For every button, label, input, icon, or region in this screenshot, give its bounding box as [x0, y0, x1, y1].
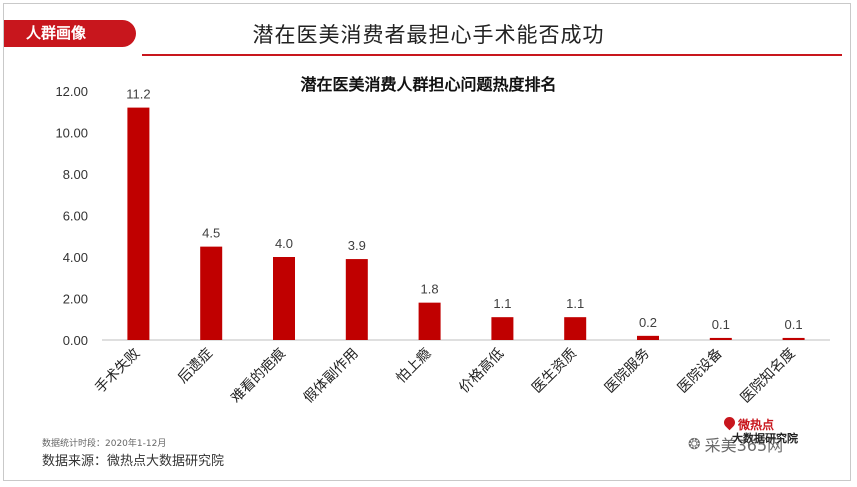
bar	[418, 302, 441, 340]
data-label: 0.1	[712, 317, 730, 332]
data-label: 1.1	[566, 296, 584, 311]
bar	[200, 246, 223, 340]
y-tick-label: 2.00	[63, 292, 88, 307]
x-tick-label: 难看的疤痕	[228, 346, 289, 407]
x-tick-label: 医生资质	[529, 346, 580, 397]
bar	[782, 337, 805, 340]
logo-name: 微热点	[738, 418, 775, 432]
data-label: 4.0	[275, 236, 293, 251]
title-divider	[142, 54, 842, 56]
bar	[564, 317, 587, 340]
chart-title: 潜在医美消费人群担心问题热度排名	[300, 75, 557, 94]
x-tick-label: 假体副作用	[301, 346, 362, 407]
bar	[637, 335, 659, 340]
x-tick-label: 怕上瘾	[393, 345, 435, 387]
data-label: 11.2	[126, 87, 150, 102]
bar	[273, 257, 295, 340]
brand-logo: 微热点 大数据研究院	[721, 414, 834, 462]
data-label: 1.1	[493, 296, 511, 311]
data-label: 4.5	[202, 226, 220, 241]
x-tick-label: 手术失败	[92, 346, 143, 397]
data-label: 3.9	[348, 238, 366, 253]
wechat-icon: ❂	[688, 435, 701, 453]
x-tick-label: 后遗症	[175, 346, 216, 387]
y-tick-label: 4.00	[63, 250, 88, 265]
page-title: 潜在医美消费者最担心手术能否成功	[252, 23, 605, 47]
x-tick-label: 医院知名度	[737, 345, 799, 407]
stat-period: 数据统计时段：2020年1-12月	[42, 439, 167, 449]
watermark: ❂ 采美365网	[688, 435, 784, 455]
y-tick-label: 10.00	[55, 126, 88, 141]
y-tick-label: 8.00	[63, 167, 88, 182]
x-tick-label: 医院设备	[674, 345, 726, 397]
bar	[709, 337, 732, 340]
bar	[127, 107, 150, 340]
x-tick-label: 价格高低	[456, 345, 508, 397]
logo-subtitle: 大数据研究院	[732, 432, 798, 445]
bar	[345, 259, 368, 340]
section-tag: 人群画像	[4, 20, 136, 47]
x-tick-label: 医院服务	[602, 346, 653, 397]
data-source: 数据来源：微热点大数据研究院	[42, 454, 225, 469]
y-tick-label: 6.00	[63, 209, 88, 224]
bar	[491, 317, 514, 340]
data-label: 0.2	[639, 315, 657, 330]
data-label: 1.8	[421, 282, 439, 297]
y-tick-label: 0.00	[63, 333, 88, 348]
map-pin-icon	[721, 414, 738, 431]
y-tick-label: 12.00	[55, 84, 88, 99]
data-label: 0.1	[785, 317, 803, 332]
